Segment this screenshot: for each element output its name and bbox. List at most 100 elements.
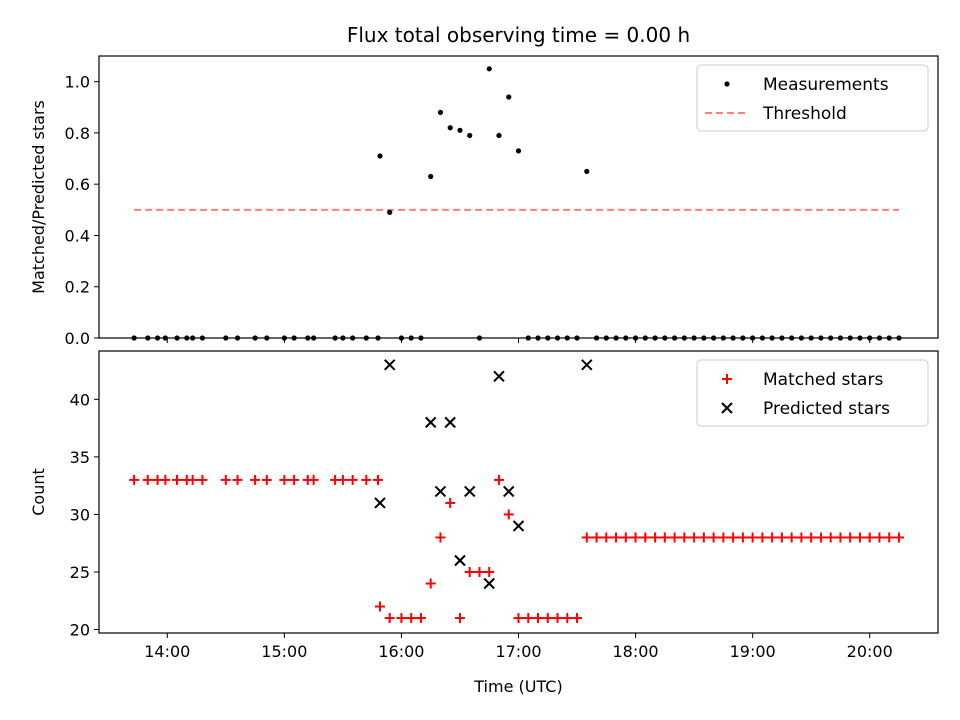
measurements-point	[437, 109, 444, 115]
matched-stars-point	[737, 532, 748, 543]
legend-marker-dot	[724, 81, 730, 87]
predicted-stars-point	[483, 577, 495, 590]
predicted-stars-point	[384, 359, 396, 371]
matched-stars-point	[374, 601, 385, 612]
matched-stars-point	[796, 532, 807, 543]
matched-stars-point	[572, 613, 583, 624]
y-tick-label: 40	[70, 390, 90, 409]
matched-stars-point	[825, 532, 836, 543]
x-tick-label: 16:00	[378, 642, 424, 661]
predicted-stars-point	[581, 359, 593, 371]
matched-stars-point	[129, 474, 140, 485]
y-tick-label: 20	[70, 621, 90, 640]
predicted-stars-point	[454, 554, 466, 567]
matched-stars-point	[552, 613, 563, 624]
matched-stars-point	[289, 474, 300, 485]
matched-stars-point	[503, 509, 514, 520]
y-tick-label: 0.0	[65, 329, 90, 348]
matched-stars-point	[435, 532, 446, 543]
measurements-point	[486, 66, 492, 72]
legend-marker-plus	[722, 374, 732, 384]
matched-stars-point	[874, 532, 885, 543]
measurements-point	[447, 125, 453, 131]
predicted-stars-point	[464, 485, 476, 498]
matched-stars-point	[415, 613, 426, 624]
y-tick-label: 0.6	[65, 175, 90, 194]
matched-stars-point	[679, 532, 690, 543]
matched-stars-point	[893, 532, 904, 543]
legend-label: Matched stars	[763, 370, 883, 390]
matched-stars-point	[835, 532, 846, 543]
matched-stars-point	[172, 474, 183, 485]
matched-stars-point	[523, 613, 534, 624]
measurements-point	[457, 127, 463, 133]
matched-stars-point	[337, 474, 348, 485]
matched-stars-point	[640, 532, 651, 543]
predicted-stars-point	[512, 520, 525, 532]
matched-stars-point	[786, 532, 797, 543]
y-tick-label: 25	[70, 563, 90, 582]
matched-stars-point	[884, 532, 895, 543]
x-tick-label: 18:00	[613, 642, 659, 661]
matched-stars-point	[425, 578, 436, 589]
legend-marker-x	[721, 402, 733, 414]
matched-stars-point	[445, 497, 456, 508]
legend-label: Threshold	[762, 104, 847, 124]
matched-stars-point	[718, 532, 729, 543]
matched-stars-point	[698, 532, 709, 543]
x-axis-label: Time (UTC)	[473, 677, 562, 696]
y-tick-label: 30	[70, 505, 90, 524]
matched-stars-point	[187, 474, 198, 485]
matched-stars-point	[279, 474, 290, 485]
matched-stars-point	[142, 474, 153, 485]
matched-stars-point	[669, 532, 680, 543]
y-tick-label: 35	[70, 448, 90, 467]
measurements-point	[467, 132, 473, 139]
predicted-stars-point	[434, 485, 447, 498]
matched-stars-point	[484, 566, 495, 577]
legend-label: Predicted stars	[763, 399, 890, 419]
x-tick-label: 14:00	[144, 642, 190, 661]
matched-stars-point	[220, 474, 231, 485]
y-axis-label: Matched/Predicted stars	[29, 100, 48, 294]
predicted-stars-point	[503, 485, 515, 498]
matched-stars-point	[232, 474, 243, 485]
legend-box	[696, 64, 929, 132]
matched-stars-point	[261, 474, 272, 485]
matched-stars-point	[474, 566, 485, 577]
measurements-point	[387, 209, 393, 215]
chart-title: Flux total observing time = 0.00 h	[347, 23, 690, 47]
matched-stars-point	[708, 532, 719, 543]
matched-stars-point	[659, 532, 670, 543]
matched-stars-point	[361, 474, 372, 485]
measurements-point	[496, 132, 502, 139]
matched-stars-point	[611, 532, 622, 543]
measurements-point	[428, 173, 434, 180]
matched-stars-point	[650, 532, 661, 543]
matched-stars-point	[767, 532, 778, 543]
matched-stars-point	[601, 532, 612, 543]
matched-stars-point	[757, 532, 768, 543]
x-tick-label: 17:00	[495, 642, 541, 661]
matched-stars-point	[689, 532, 700, 543]
matched-stars-point	[845, 532, 856, 543]
matched-stars-point	[373, 474, 384, 485]
x-tick-label: 19:00	[730, 642, 776, 661]
matched-stars-point	[728, 532, 739, 543]
measurements-point	[506, 94, 512, 100]
matched-stars-point	[562, 613, 573, 624]
y-tick-label: 0.8	[65, 124, 90, 143]
y-tick-label: 0.2	[65, 278, 90, 297]
x-tick-label: 20:00	[847, 642, 893, 661]
y-axis-label: Count	[29, 468, 48, 516]
legend-box	[696, 359, 929, 427]
predicted-stars-point	[424, 416, 437, 429]
matched-stars-point	[864, 532, 875, 543]
matched-stars-point	[815, 532, 826, 543]
matched-stars-point	[160, 474, 171, 485]
matched-stars-point	[347, 474, 358, 485]
legend-label: Measurements	[763, 75, 889, 95]
matched-stars-point	[747, 532, 758, 543]
matched-stars-point	[581, 532, 592, 543]
